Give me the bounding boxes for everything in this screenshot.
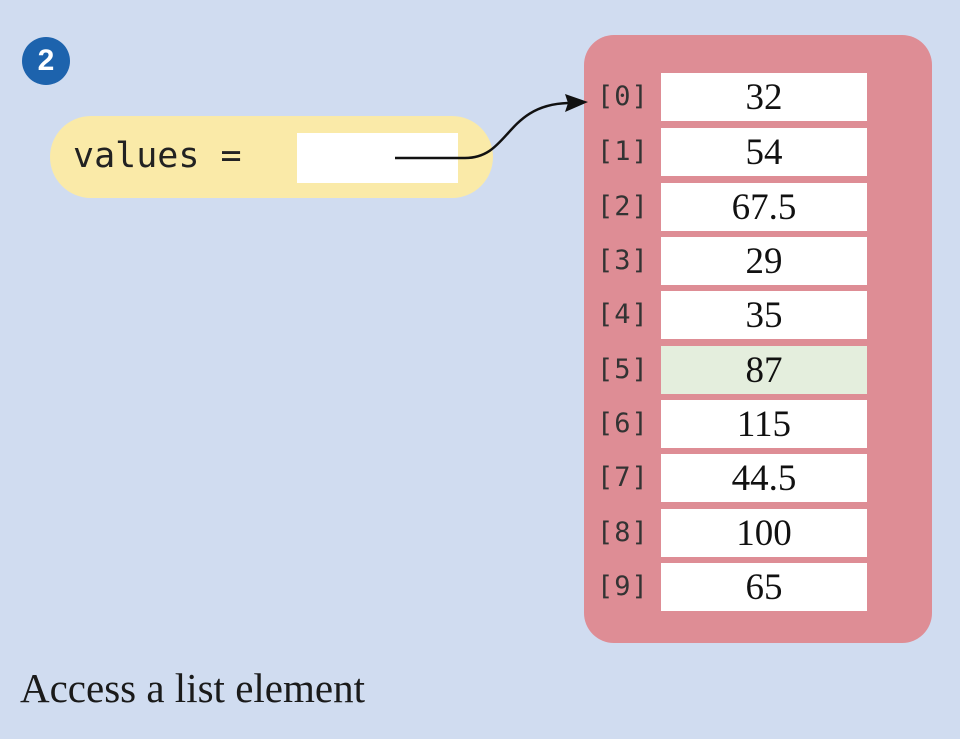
- list-index: [1]: [597, 136, 649, 167]
- list-cell: 65: [661, 563, 867, 611]
- list-index: [7]: [597, 462, 649, 493]
- list-index: [4]: [597, 299, 649, 330]
- list-cell: 44.5: [661, 454, 867, 502]
- reference-arrow-line: [395, 101, 569, 160]
- list-cell: 67.5: [661, 183, 867, 231]
- list-index: [3]: [597, 245, 649, 276]
- list-cell: 54: [661, 128, 867, 176]
- list-cell: 115: [661, 400, 867, 448]
- list-cell-highlighted: 87: [661, 346, 867, 394]
- list-cell: 32: [661, 73, 867, 121]
- step-number-badge: 2: [22, 37, 70, 85]
- list-cell: 100: [661, 509, 867, 557]
- list-index: [2]: [597, 191, 649, 222]
- list-cell: 35: [661, 291, 867, 339]
- list-index: [5]: [597, 354, 649, 385]
- list-index: [9]: [597, 571, 649, 602]
- list-index: [0]: [597, 81, 649, 112]
- diagram-caption: Access a list element: [20, 665, 365, 711]
- list-cell: 29: [661, 237, 867, 285]
- arrowhead-icon: [565, 94, 588, 112]
- variable-label: values =: [73, 136, 242, 176]
- list-index: [6]: [597, 408, 649, 439]
- list-index: [8]: [597, 517, 649, 548]
